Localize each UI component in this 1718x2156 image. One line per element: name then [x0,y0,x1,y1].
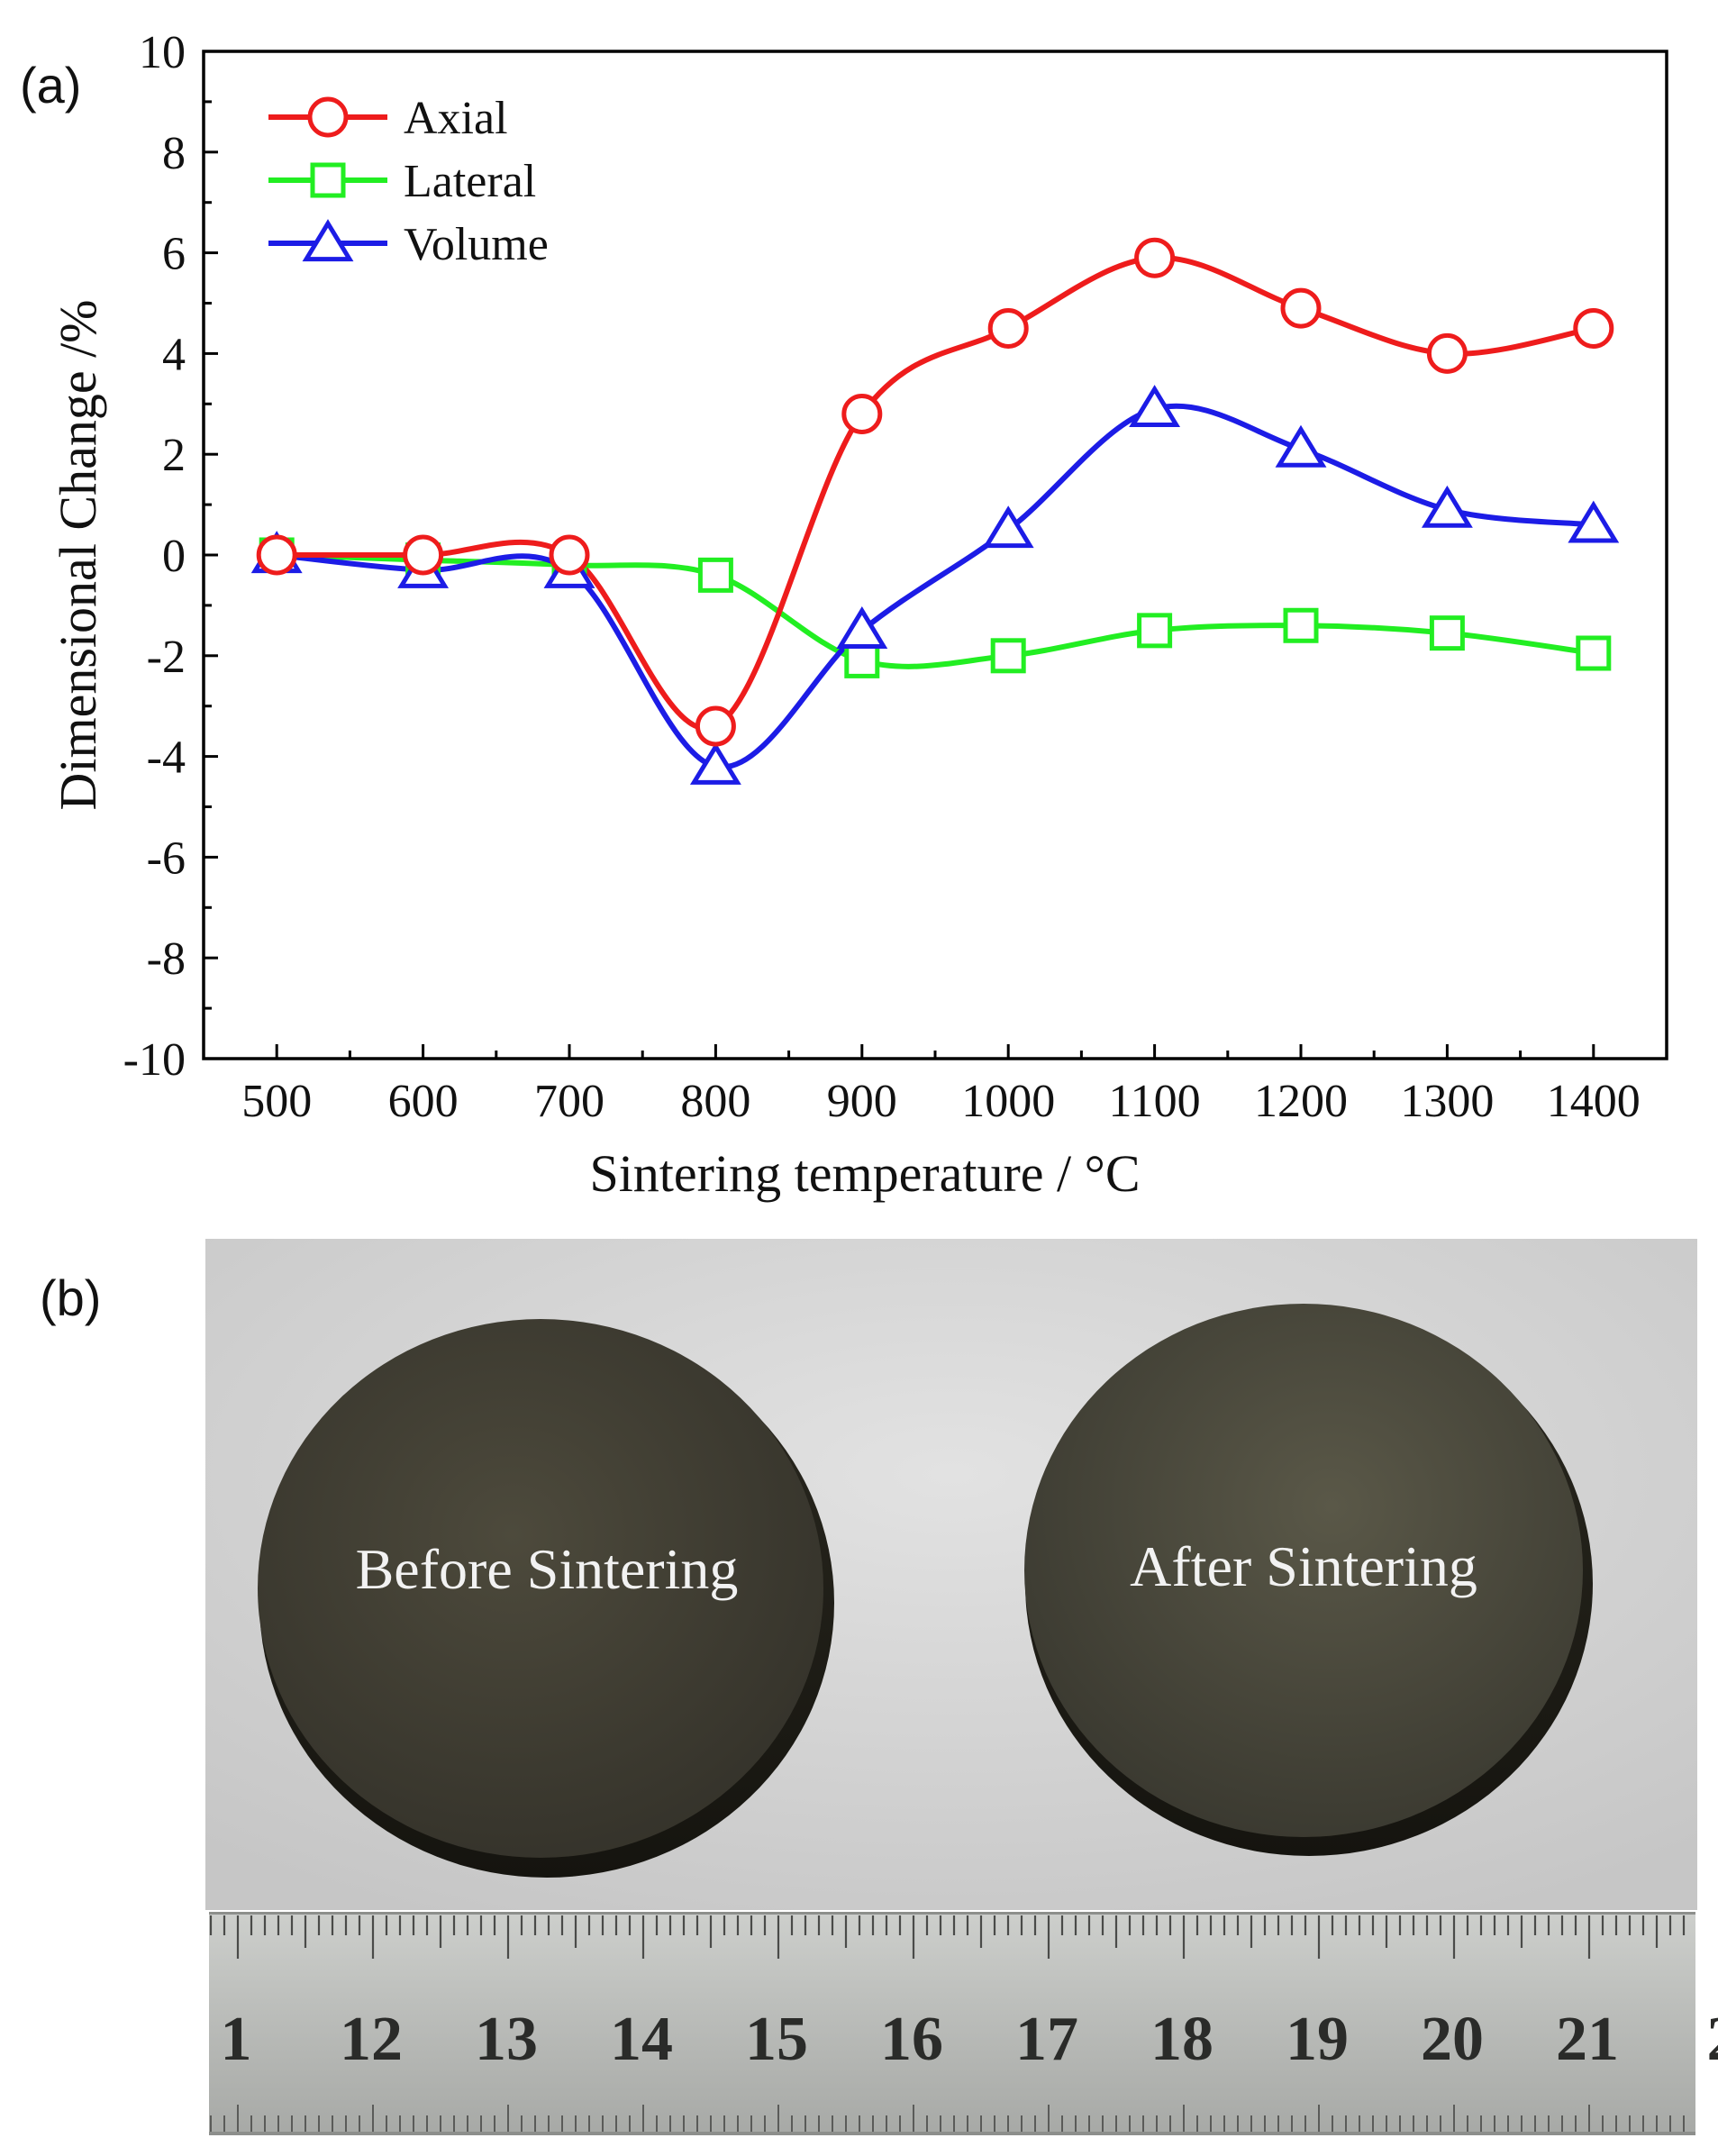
y-tick-label: -2 [147,632,186,683]
x-axis: 500 600 700 800 900 1000 1100 1200 1300 1400 [241,1044,1641,1127]
data-point-volume [689,741,741,785]
data-point-axial [841,393,883,434]
y-axis-label: Dimensional Change /% [49,299,107,810]
data-point-axial [1134,237,1176,278]
data-point-lateral [697,557,733,593]
data-point-volume [836,606,888,649]
x-tick-label: 1200 [1254,1076,1348,1127]
sample-photo: Before Sintering After Sintering 1 12 13 14… [205,1239,1718,2135]
y-tick-label: 6 [162,229,186,280]
data-point-axial [256,534,297,576]
legend-marker-volume [302,219,354,262]
y-tick-label: 8 [162,128,186,179]
y-tick-label: 0 [162,531,186,582]
legend-label-lateral: Lateral [404,156,536,207]
x-tick-label: 1300 [1400,1076,1494,1127]
data-point-lateral [1283,607,1319,643]
data-point-volume [1275,424,1327,468]
data-point-lateral [990,638,1026,674]
y-tick-label: -6 [147,832,186,884]
data-point-volume [1568,500,1620,543]
data-point-lateral [1137,613,1173,649]
x-tick-label: 600 [388,1076,459,1127]
ruler-number: 1 [221,2005,252,2074]
ruler-number: 14 [610,2005,673,2074]
y-tick-label: 4 [162,329,186,380]
dimensional-change-chart: 500 600 700 800 900 1000 1100 1200 1300 1400 10 8 6… [49,27,1668,1203]
legend: Axial Lateral Volume [268,93,549,270]
data-point-axial [987,307,1029,349]
series-markers [250,237,1620,785]
y-tick-label: -10 [123,1034,186,1086]
ruler-number: 17 [1015,2005,1078,2074]
ruler-number: 16 [880,2005,943,2074]
data-point-axial [1573,307,1614,349]
ruler-number: 13 [475,2005,538,2074]
series-line-lateral [277,552,1595,669]
ruler-number: 15 [745,2005,808,2074]
data-point-lateral [1576,635,1612,671]
ruler-ticks [209,1915,1686,2132]
ruler-number: 12 [340,2005,403,2074]
panel-a-label: (a) [20,57,81,114]
series-line-axial [277,255,1595,732]
series-curves [276,255,1595,770]
ruler-number: 18 [1150,2005,1214,2074]
data-point-lateral [1429,615,1465,651]
before-sintering-label: Before Sintering [356,1537,739,1601]
disc-after-sintering: After Sintering [1024,1304,1593,1856]
data-point-axial [1280,287,1322,329]
x-tick-label: 1400 [1547,1076,1641,1127]
data-point-volume [1129,385,1181,427]
legend-marker-axial [307,96,349,138]
ruler-number: 21 [1556,2005,1619,2074]
data-point-volume [982,505,1034,549]
disc-before-sintering: Before Sintering [258,1319,834,1878]
data-point-lateral [844,642,880,678]
legend-marker-lateral [310,162,346,198]
panel-b-label: (b) [40,1269,101,1326]
y-tick-label: -8 [147,933,186,985]
y-tick-label: 2 [162,430,186,481]
ruler-number: 20 [1421,2005,1484,2074]
ruler: 1 12 13 14 15 16 17 18 19 20 21 2 [209,1912,1718,2135]
y-tick-label: -4 [147,732,186,784]
x-tick-label: 700 [534,1076,604,1127]
legend-label-volume: Volume [404,219,549,270]
x-axis-label: Sintering temperature / °C [589,1144,1140,1203]
ruler-number: 2 [1707,2005,1718,2074]
x-tick-label: 800 [680,1076,750,1127]
legend-label-axial: Axial [404,93,508,144]
data-point-volume [1421,485,1473,528]
ruler-numbers: 1 12 13 14 15 16 17 18 19 20 21 2 [221,2005,1718,2074]
x-tick-label: 500 [241,1076,312,1127]
x-tick-label: 900 [827,1076,897,1127]
data-point-axial [1426,332,1468,374]
after-sintering-label: After Sintering [1130,1534,1477,1598]
data-point-axial [695,705,736,747]
x-tick-label: 1100 [1109,1076,1201,1127]
x-tick-label: 1000 [961,1076,1055,1127]
y-tick-label: 10 [139,27,186,78]
series-line-volume [276,403,1595,770]
data-point-axial [403,534,444,576]
y-axis: 10 8 6 4 2 0 -2 -4 -6 -8 -10 [123,27,218,1086]
ruler-number: 19 [1286,2005,1349,2074]
data-point-axial [549,534,590,576]
